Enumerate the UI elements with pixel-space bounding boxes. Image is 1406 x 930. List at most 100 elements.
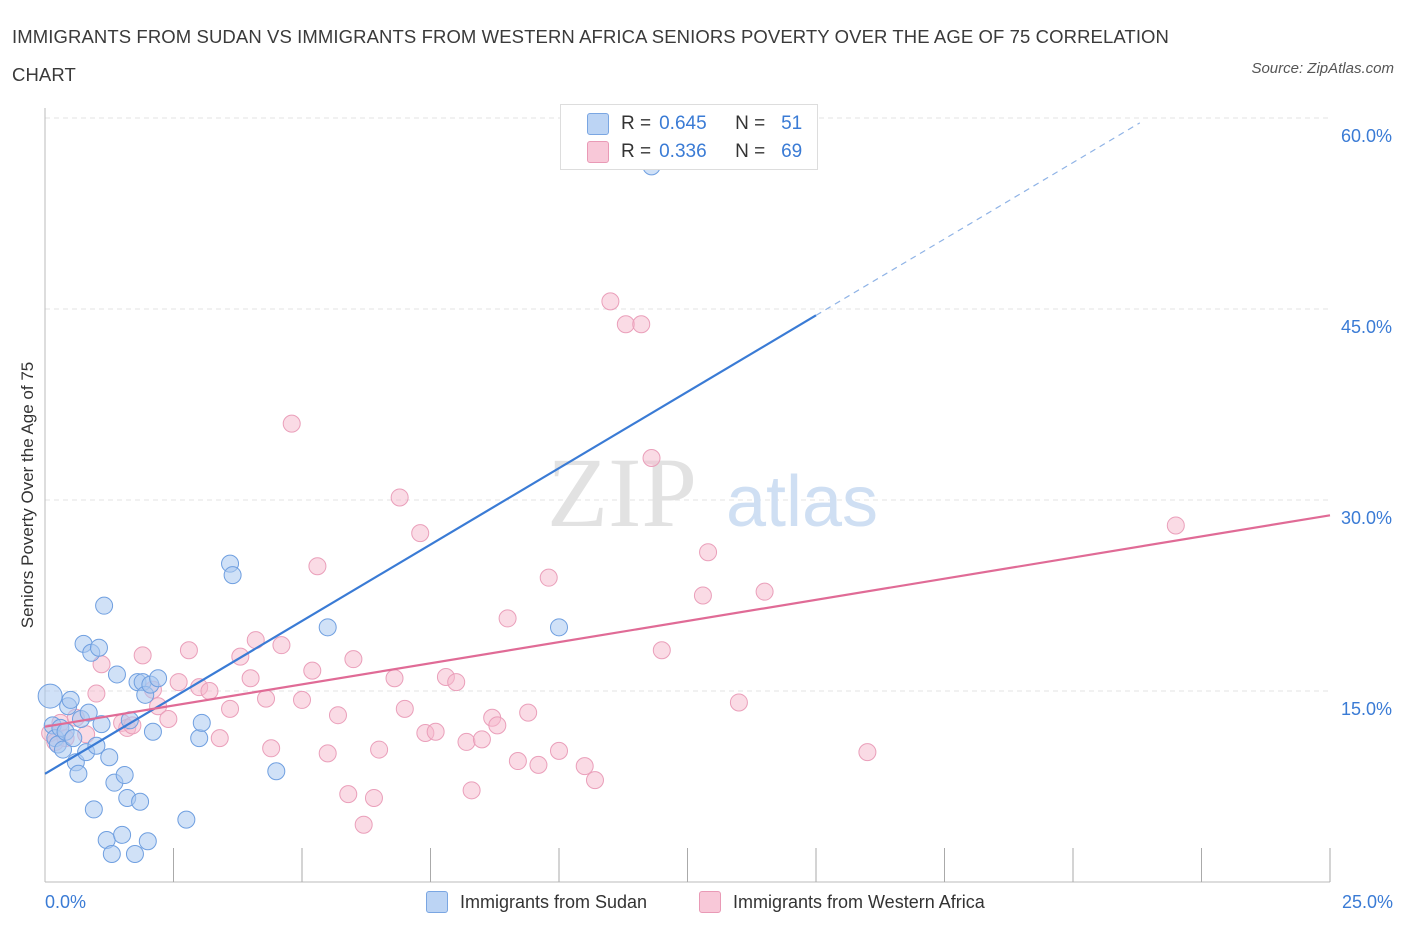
legend-row-sudan: R = 0.645 N = 51 (587, 111, 802, 137)
y-tick-label: 30.0% (1341, 508, 1392, 528)
correlation-legend: R = 0.645 N = 51 R = 0.336 N = 69 (560, 104, 818, 170)
data-point-western-africa (699, 543, 718, 562)
data-point-western-africa (364, 788, 383, 807)
data-point-sudan (267, 762, 286, 781)
y-tick-label: 15.0% (1341, 699, 1392, 719)
data-point-western-africa (585, 771, 604, 790)
data-point-western-africa (755, 582, 774, 601)
x-tick-label-min: 0.0% (45, 892, 86, 912)
data-point-western-africa (308, 557, 327, 576)
data-point-western-africa (354, 815, 373, 834)
watermark-atlas: atlas (726, 462, 878, 542)
legend-r-label: R = (621, 113, 652, 134)
data-point-sudan (53, 740, 72, 759)
bottom-legend-label: Immigrants from Western Africa (733, 891, 985, 912)
bottom-legend-label: Immigrants from Sudan (460, 891, 648, 912)
legend-r-value: 0.336 (659, 141, 707, 162)
data-point-western-africa (272, 636, 291, 655)
data-point-western-africa (221, 699, 240, 718)
data-point-western-africa (632, 315, 651, 334)
data-point-western-africa (395, 699, 414, 718)
data-point-sudan (192, 713, 211, 732)
data-point-sudan (550, 618, 568, 637)
y-tick-label: 60.0% (1341, 126, 1392, 146)
data-point-sudan (79, 703, 98, 722)
data-point-western-africa (472, 730, 491, 749)
data-point-western-africa (159, 710, 178, 729)
legend-n-label: N = (735, 141, 766, 162)
data-point-sudan (102, 844, 121, 863)
data-point-western-africa (370, 740, 389, 759)
data-point-western-africa (344, 650, 363, 669)
data-point-western-africa (262, 739, 281, 758)
data-point-sudan (138, 832, 157, 851)
data-point-western-africa (498, 609, 517, 628)
series-sudan-points (37, 157, 661, 863)
data-point-sudan (223, 566, 242, 585)
legend-n-label: N = (735, 113, 766, 134)
data-point-sudan (131, 792, 150, 811)
data-point-sudan (318, 618, 337, 637)
legend-n-value: 69 (781, 141, 803, 162)
data-point-sudan (115, 766, 134, 785)
data-point-western-africa (179, 641, 198, 660)
data-point-western-africa (693, 586, 712, 605)
data-point-western-africa (293, 690, 311, 709)
data-point-western-africa (508, 752, 527, 771)
data-point-western-africa (133, 646, 152, 665)
data-point-western-africa (339, 785, 358, 804)
data-point-sudan (113, 825, 132, 844)
data-point-western-africa (426, 722, 445, 741)
bottom-legend-western-africa: Immigrants from Western Africa (699, 890, 985, 914)
data-point-western-africa (447, 673, 466, 692)
trend-line-sudan (44, 314, 817, 775)
data-point-western-africa (1166, 516, 1185, 535)
series-western-africa-points (41, 292, 1185, 834)
data-point-sudan (84, 800, 103, 819)
watermark: ZIP atlas (547, 437, 878, 548)
data-point-sudan (143, 722, 162, 741)
x-tick-label-max: 25.0% (1342, 892, 1393, 912)
chart-source: Source: ZipAtlas.com (1251, 60, 1394, 77)
chart-title: IMMIGRANTS FROM SUDAN VS IMMIGRANTS FROM… (12, 26, 1170, 85)
grid-lines (45, 117, 1330, 692)
data-point-western-africa (858, 743, 877, 762)
data-point-western-africa (303, 661, 322, 680)
data-point-western-africa (318, 744, 337, 763)
bottom-legend-swatch-blue (426, 891, 448, 913)
legend-r-value: 0.645 (659, 113, 707, 134)
data-point-sudan (69, 764, 88, 783)
data-point-western-africa (601, 292, 620, 311)
legend-swatch-pink (587, 141, 609, 163)
data-point-western-africa (529, 755, 548, 774)
trend-lines (44, 122, 1331, 775)
data-point-western-africa (411, 524, 430, 543)
data-point-western-africa (616, 315, 635, 334)
watermark-zip: ZIP (547, 437, 697, 548)
data-point-western-africa (385, 669, 404, 688)
legend-row-western-africa: R = 0.336 N = 69 (587, 139, 802, 165)
data-point-western-africa (550, 741, 568, 760)
data-point-western-africa (210, 729, 229, 748)
data-point-western-africa (575, 757, 594, 776)
data-point-western-africa (488, 716, 507, 735)
data-point-sudan (190, 729, 209, 748)
data-point-sudan (95, 596, 114, 615)
trend-line-western-africa (44, 514, 1331, 728)
data-point-western-africa (519, 703, 538, 722)
data-point-western-africa (87, 684, 106, 703)
data-point-western-africa (390, 488, 409, 507)
axes (44, 108, 1331, 883)
y-axis-label: Seniors Poverty Over the Age of 75 (18, 361, 37, 629)
data-point-sudan (37, 683, 63, 709)
data-point-western-africa (652, 641, 671, 660)
data-point-sudan (89, 638, 108, 657)
data-point-sudan (149, 669, 168, 688)
data-point-sudan (61, 690, 80, 709)
data-point-sudan (125, 844, 144, 863)
bottom-legend-swatch-pink (699, 891, 721, 913)
data-point-sudan (100, 748, 119, 767)
data-point-western-africa (241, 669, 260, 688)
data-point-western-africa (457, 732, 476, 751)
